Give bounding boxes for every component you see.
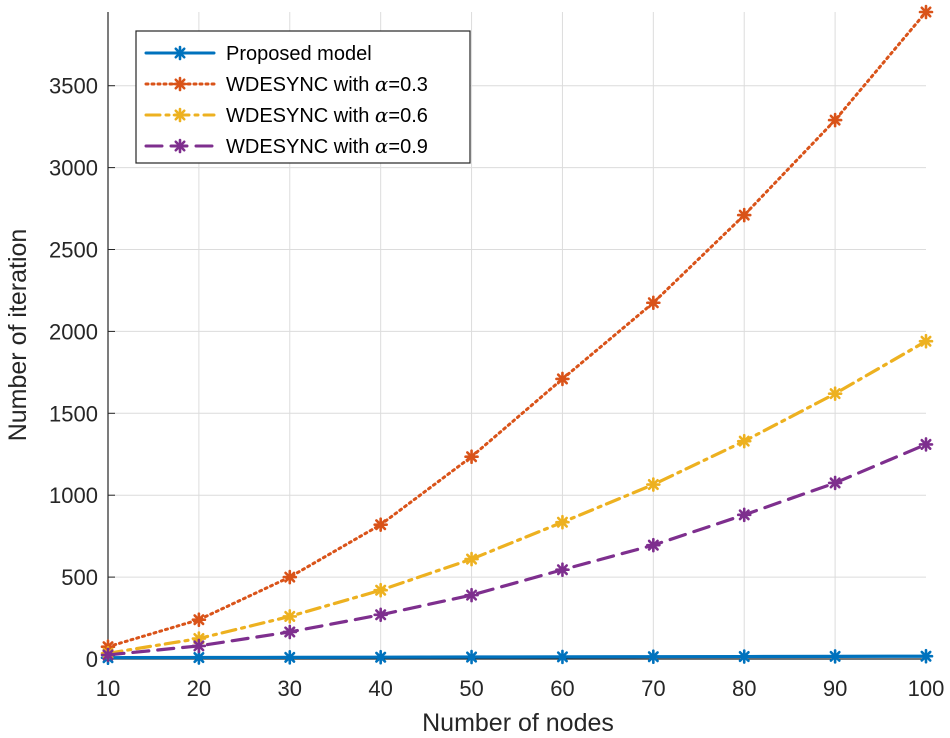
- series-line: [106, 10, 928, 649]
- data-point: [827, 112, 843, 128]
- series-line: [106, 339, 928, 655]
- legend-item: WDESYNC with α=0.9: [144, 134, 428, 158]
- x-tick-label: 90: [823, 676, 847, 701]
- data-point: [282, 650, 298, 665]
- legend-item: WDESYNC with α=0.6: [144, 103, 428, 127]
- x-axis-label: Number of nodes: [422, 709, 614, 737]
- series-line: [106, 442, 928, 657]
- data-point: [736, 433, 752, 449]
- data-point: [827, 475, 843, 491]
- data-point: [736, 207, 752, 223]
- data-point: [191, 612, 207, 627]
- data-point: [282, 569, 298, 585]
- data-point: [918, 333, 934, 349]
- data-point: [464, 649, 479, 665]
- legend-label: WDESYNC with α=0.6: [226, 103, 428, 127]
- x-tick-label: 50: [459, 676, 483, 701]
- tick-labels: 10 20 30 40 50 60 70 80 90 1000500100015002000250…: [49, 74, 944, 701]
- data-point: [646, 477, 661, 492]
- data-point: [918, 437, 934, 452]
- data-point: [464, 587, 479, 603]
- y-axis-label: Number of iteration: [4, 229, 32, 442]
- data-point: [464, 551, 479, 567]
- data-point: [918, 4, 934, 20]
- series-1: [100, 648, 934, 665]
- data-point: [646, 295, 661, 311]
- y-tick-label: 1500: [49, 401, 98, 426]
- y-tick-label: 2500: [49, 238, 98, 263]
- legend-marker: [172, 138, 188, 154]
- y-tick-label: 0: [86, 647, 98, 672]
- data-point: [373, 582, 388, 598]
- data-point: [827, 386, 843, 401]
- data-point: [736, 649, 752, 664]
- x-tick-label: 30: [278, 676, 302, 701]
- y-tick-label: 500: [61, 565, 98, 590]
- legend-label: WDESYNC with α=0.9: [226, 134, 428, 158]
- y-tick-label: 2000: [49, 319, 98, 344]
- x-tick-label: 100: [908, 676, 945, 701]
- data-point: [555, 371, 570, 387]
- y-tick-label: 3500: [49, 74, 98, 99]
- data-point: [464, 449, 479, 465]
- legend-marker: [172, 76, 188, 92]
- x-tick-label: 60: [550, 676, 574, 701]
- legend-item: Proposed model: [144, 43, 372, 65]
- series-2: [100, 4, 934, 655]
- x-tick-label: 70: [641, 676, 665, 701]
- legend-marker: [172, 107, 188, 123]
- x-tick-label: 10: [96, 676, 120, 701]
- legend-item: WDESYNC with α=0.3: [144, 72, 428, 96]
- data-point: [191, 638, 207, 654]
- data-point: [282, 609, 298, 624]
- x-tick-label: 80: [732, 676, 756, 701]
- x-tick-label: 40: [368, 676, 392, 701]
- legend: Proposed model WDESYNC with α=0.3 WDESYNC …: [135, 30, 471, 164]
- data-point: [646, 649, 661, 665]
- data-point: [373, 517, 388, 532]
- data-point: [282, 624, 298, 640]
- data-point: [827, 649, 843, 664]
- series-group: [100, 4, 934, 665]
- data-point: [373, 649, 388, 665]
- data-point: [373, 607, 388, 623]
- data-point: [555, 649, 570, 665]
- data-point: [555, 562, 570, 578]
- data-point: [191, 650, 207, 665]
- x-tick-label: 20: [187, 676, 211, 701]
- series-4: [100, 437, 934, 663]
- data-point: [646, 537, 661, 553]
- data-point: [736, 507, 752, 523]
- y-tick-label: 3000: [49, 156, 98, 181]
- y-tick-label: 1000: [49, 483, 98, 508]
- data-point: [100, 647, 116, 663]
- series-line: [106, 654, 928, 660]
- data-point: [555, 514, 570, 530]
- series-3: [100, 333, 934, 661]
- grid-lines: [108, 12, 926, 659]
- legend-label: Proposed model: [226, 43, 372, 65]
- legend-label: WDESYNC with α=0.3: [226, 72, 428, 96]
- legend-marker: [172, 45, 188, 61]
- data-point: [918, 648, 934, 664]
